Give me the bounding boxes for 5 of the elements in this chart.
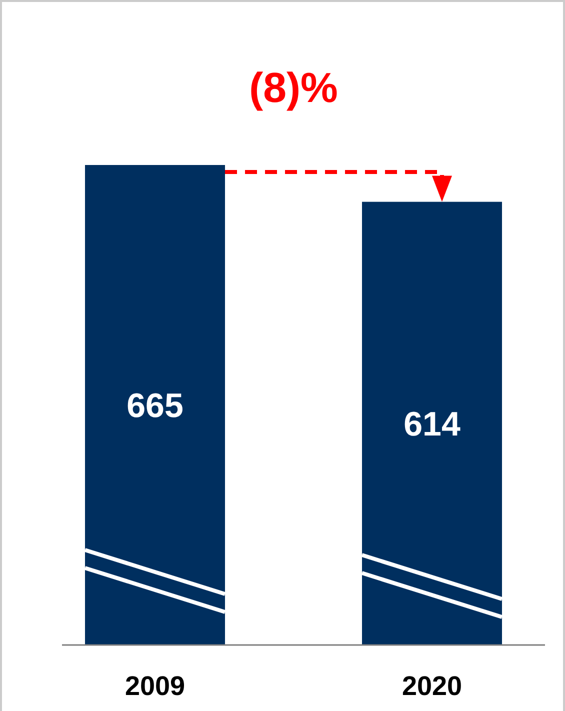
data-label: 665 xyxy=(126,387,184,425)
x-tick-label: 2009 xyxy=(124,671,186,701)
text: (8)% xyxy=(249,64,338,111)
x-tick-label: 2020 xyxy=(402,671,462,701)
data-label: 614 xyxy=(404,405,460,444)
